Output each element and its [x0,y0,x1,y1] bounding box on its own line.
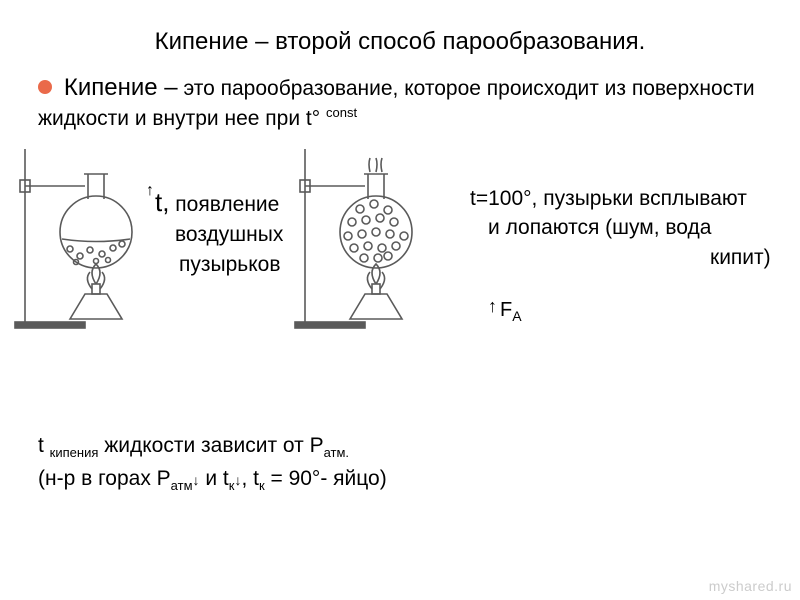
definition-block: Кипение – это парообразование, которое п… [0,56,800,134]
bottom-line-1: t кипения жидкости зависит от Ратм. [38,430,387,463]
right-caption-line2: и лопаются (шум, вода [470,216,711,239]
right-caption-line3: кипит) [470,246,771,269]
diagrams-area: ↑ t, появление воздушных пузырьков [0,144,800,344]
b2c: , t [241,467,259,490]
right-caption-line1: t=100°, пузырьки всплывают [470,187,747,210]
left-caption-line1: появление [175,193,279,216]
fa-arrow-icon: ↑ [488,296,497,317]
t-symbol: t, [155,187,169,217]
bottom-text: t кипения жидкости зависит от Ратм. (н-р… [38,430,387,497]
flask-diagram-right [290,144,450,344]
fa-letter: F [500,299,512,321]
left-caption: t, появление воздушных пузырьков [155,184,305,279]
bullet-icon [38,80,52,94]
page-title: Кипение – второй способ парообразования. [0,0,800,56]
b1sub2: атм. [324,445,349,460]
flask-diagram-left [10,144,170,344]
left-caption-line3: пузырьков [155,253,280,276]
b2b: и t [200,467,229,490]
right-caption: t=100°, пузырьки всплывают и лопаются (ш… [470,184,790,272]
definition-term: Кипение – [64,74,178,101]
const-label: const [326,105,357,120]
b2a: (н-р в горах Р [38,467,171,490]
down-arrow-icon-1: ↓ [193,472,200,488]
b1b: жидкости зависит от Р [98,434,323,457]
fa-sub: A [512,308,521,324]
up-arrow-icon: ↑ [146,182,154,200]
b1sub: кипения [50,445,99,460]
b2s1: атм [171,479,193,494]
watermark: myshared.ru [709,578,792,594]
fa-label: FA [500,299,522,324]
left-caption-line2: воздушных [155,223,283,246]
b2d: = 90°- яйцо) [265,467,387,490]
b1a: t [38,434,50,457]
bottom-line-2: (н-р в горах Ратм↓ и tк↓, tк = 90°- яйцо… [38,463,387,496]
